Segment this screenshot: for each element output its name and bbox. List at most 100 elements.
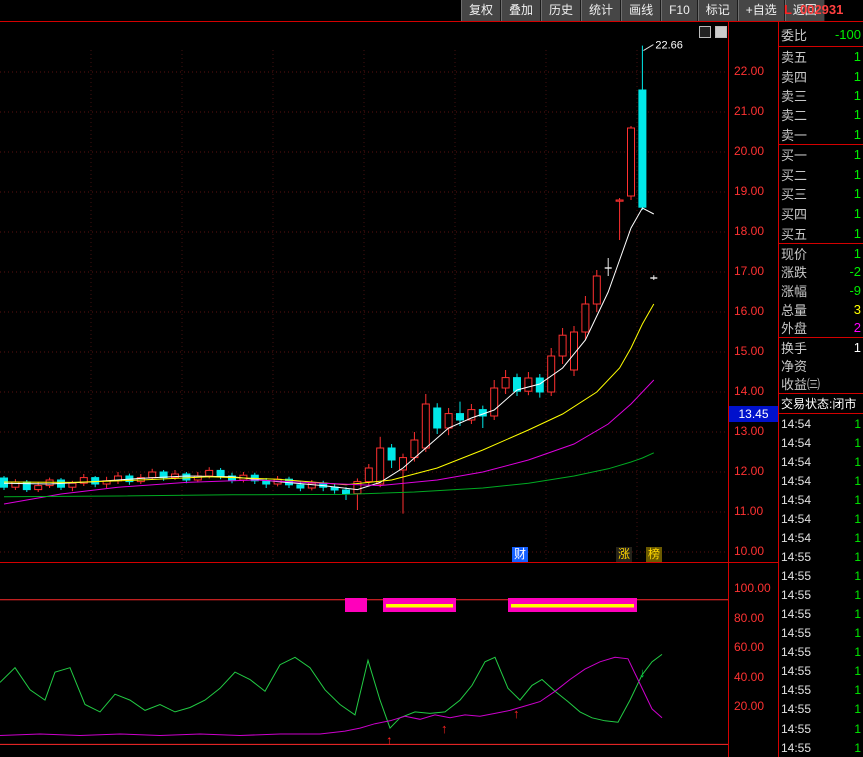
buy-level-row: 买五 1 — [779, 223, 863, 243]
tape-row: 14:55 1 — [779, 547, 863, 566]
indicator-badge[interactable]: 财 — [512, 547, 529, 562]
indicator-tick: 20.00 — [734, 699, 765, 713]
buy-level-row: 买四 1 — [779, 204, 863, 224]
candle-body — [171, 473, 179, 479]
tape-row: 14:54 1 — [779, 490, 863, 509]
toolbar-button[interactable]: 统计 — [581, 0, 622, 21]
candle-body — [501, 377, 510, 389]
buy-level-row-label: 买五 — [781, 226, 808, 242]
tape-time: 14:55 — [781, 645, 812, 660]
toolbar-button[interactable]: +自选 — [737, 0, 785, 21]
candle-body — [296, 484, 305, 489]
signal-bar-stripe — [511, 604, 634, 608]
buy-level-row-value: 1 — [853, 147, 861, 163]
quote-panel: 委比 -100 卖五 1 卖四 1 卖三 1 卖二 1 卖一 1 买一 1 买二 1 买三 1 买四 1 买五 1 … — [779, 22, 863, 757]
buy-level-row-label: 买一 — [781, 148, 808, 164]
candlestick-chart[interactable]: 22.66 — [0, 22, 728, 562]
minimize-panel-icon[interactable] — [699, 26, 711, 38]
toolbar-button[interactable]: 历史 — [541, 0, 582, 21]
stat-row-value: 3 — [853, 301, 861, 317]
candle-body — [524, 377, 533, 392]
candle-body — [364, 467, 373, 483]
tape-row: 14:54 1 — [779, 452, 863, 471]
tape-time: 14:55 — [781, 683, 812, 698]
candle-body — [148, 471, 157, 479]
tape-row: 14:55 1 — [779, 700, 863, 719]
weibi-label: 委比 — [781, 27, 808, 43]
tape-time: 14:55 — [781, 588, 812, 603]
tape-row: 14:54 1 — [779, 433, 863, 452]
tape-row: 14:54 1 — [779, 509, 863, 528]
stat-row: 现价 1 — [779, 244, 863, 263]
tape-value: 1 — [854, 511, 861, 526]
ma-line-ma-long — [3, 379, 655, 505]
tape-row: 14:55 1 — [779, 662, 863, 681]
indicator-badge[interactable]: 榜 — [646, 547, 663, 562]
sell-level-row-value: 1 — [853, 68, 861, 84]
candle-body — [307, 482, 316, 489]
sell-level-row-label: 卖一 — [781, 127, 808, 143]
tape-value: 1 — [854, 569, 861, 584]
tape-value: 1 — [854, 416, 861, 431]
buy-level-row: 买三 1 — [779, 184, 863, 204]
tape-value: 1 — [854, 702, 861, 717]
sell-level-row-label: 卖五 — [781, 50, 808, 66]
panel-separator — [779, 144, 863, 145]
toolbar-button[interactable]: 返回 — [784, 0, 825, 21]
buy-arrow-icon: ↑ — [441, 721, 448, 736]
candle-body — [513, 377, 521, 392]
candle-body — [79, 477, 88, 484]
buy-level-row-label: 买二 — [781, 167, 808, 183]
stat-row-value: 2 — [853, 320, 861, 336]
buy-level-row-value: 1 — [853, 225, 861, 241]
sell-arrow-icon: ↓ — [639, 665, 646, 680]
candle-body — [45, 479, 54, 487]
price-axis: 22.00 21.00 20.00 19.00 18.00 17.00 16.00 15.00… — [729, 22, 778, 562]
tape-time: 14:54 — [781, 511, 812, 526]
candle-body — [410, 439, 419, 459]
sell-level-row-value: 1 — [853, 88, 861, 104]
indicator-chart[interactable]: ↑ ↑ ↑ ↓ — [0, 563, 728, 757]
buy-level-row: 买一 1 — [779, 145, 863, 165]
candle-body — [444, 413, 453, 429]
toolbar-button[interactable]: 叠加 — [501, 0, 542, 21]
tape-time: 14:55 — [781, 569, 812, 584]
tick-tape[interactable]: 14:54 1 14:54 1 14:54 1 14:54 1 14:54 1 14:54 1 14:5… — [779, 414, 863, 757]
price-tick: 22.00 — [734, 64, 765, 78]
tape-time: 14:55 — [781, 664, 812, 679]
candle-doji — [604, 267, 612, 269]
stat-row-value: -2 — [849, 264, 861, 280]
candle-body — [615, 199, 624, 202]
candle-body — [570, 331, 578, 371]
toolbar-button[interactable]: F10 — [661, 0, 698, 21]
candle-body — [34, 485, 43, 491]
indicator-badge[interactable]: 涨 — [616, 547, 633, 562]
tape-value: 1 — [854, 549, 861, 564]
stat-row-label: 涨跌 — [781, 265, 808, 281]
tape-time: 14:54 — [781, 416, 812, 431]
toolbar-button[interactable]: 标记 — [697, 0, 738, 21]
price-tick: 14.00 — [734, 384, 765, 398]
candle-body — [262, 480, 271, 485]
price-annotation: 22.66 — [655, 40, 683, 52]
tape-time: 14:54 — [781, 454, 812, 469]
tape-row: 14:54 1 — [779, 528, 863, 547]
buy-level-row-value: 1 — [853, 206, 861, 222]
candle-body — [11, 481, 20, 488]
tape-value: 1 — [854, 530, 861, 545]
price-tick: 17.00 — [734, 264, 765, 278]
candle-body — [68, 482, 77, 488]
toolbar-button[interactable]: 复权 — [461, 0, 502, 21]
stat-row: 涨幅 -9 — [779, 281, 863, 300]
stat-row-label: 收益㈢ — [781, 377, 821, 393]
stat-row-label: 换手 — [781, 340, 808, 356]
price-tick: 13.00 — [734, 424, 765, 438]
current-level-badge: 13.45 — [729, 406, 778, 422]
stat-row-label: 涨幅 — [781, 283, 808, 299]
sell-level-row-label: 卖四 — [781, 69, 808, 85]
tape-value: 1 — [854, 721, 861, 736]
tape-value: 1 — [854, 626, 861, 641]
toolbar-button[interactable]: 画线 — [621, 0, 662, 21]
restore-panel-icon[interactable] — [715, 26, 727, 38]
toolbar-button-group: 复权 叠加 历史 统计 画线 F10 标记 +自选 返回 — [461, 0, 825, 21]
